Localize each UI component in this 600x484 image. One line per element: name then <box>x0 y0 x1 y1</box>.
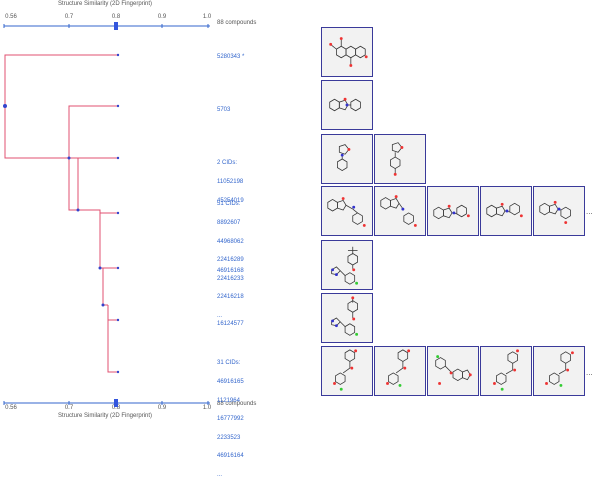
cid-text: 8892607 <box>217 220 241 227</box>
structure-cell[interactable] <box>374 186 426 236</box>
molecule-structure-image <box>386 349 411 387</box>
cid-ellipsis: ... <box>217 472 223 479</box>
structure-cell[interactable] <box>321 346 373 396</box>
branch-071 <box>77 158 80 211</box>
molecule-structure-image <box>331 296 359 336</box>
structure-cell[interactable] <box>321 186 373 236</box>
tick-08-top: 0.8 <box>111 14 121 20</box>
cid-text: 46916164 <box>217 453 244 460</box>
leaf-label-7[interactable]: 31 CIDs: 46916165 1121964 16777992 22335… <box>217 348 244 484</box>
leaf-node-7[interactable] <box>116 370 120 374</box>
leaf-node-5[interactable] <box>116 266 120 270</box>
branch-16124577 <box>107 305 118 321</box>
cid-text: 44968062 <box>217 238 244 245</box>
more-indicator[interactable]: ... <box>586 368 593 377</box>
node-075[interactable] <box>98 266 102 270</box>
structure-cell[interactable] <box>321 134 373 184</box>
leaf-node-2[interactable] <box>116 104 120 108</box>
leaf-node-3[interactable] <box>116 156 120 160</box>
structure-cell[interactable] <box>374 346 426 396</box>
tick-09-bottom: 0.9 <box>157 405 167 411</box>
node-071[interactable] <box>76 208 80 212</box>
molecule-structure-image <box>337 144 351 171</box>
structure-cell[interactable] <box>321 80 373 130</box>
compound-count-top: 88 compounds <box>217 20 257 26</box>
structure-cell[interactable] <box>480 186 532 236</box>
cid-text: 2233523 <box>217 434 241 441</box>
leaf-label-2[interactable]: 5703 <box>217 107 230 113</box>
structure-cell[interactable] <box>321 240 373 290</box>
cid-text: 5280343 * <box>217 54 245 60</box>
tick-056-bottom: 0.56 <box>5 405 17 411</box>
cid-group-header: 31 CIDs: <box>217 360 241 367</box>
more-indicator[interactable]: ... <box>586 207 593 216</box>
structure-cell[interactable] <box>321 293 373 343</box>
branch-31cids <box>107 305 118 373</box>
molecule-structure-image <box>433 204 470 220</box>
dendrogram-branches <box>4 54 118 373</box>
node-07[interactable] <box>67 156 71 160</box>
cid-text: 22416233 <box>217 275 244 282</box>
branch-lower <box>99 213 103 269</box>
molecule-structure-image <box>331 246 359 285</box>
cid-group-header: 51 CIDs: <box>217 201 241 208</box>
cid-text: 45254019 <box>217 197 244 204</box>
molecule-structure-image <box>539 200 571 224</box>
node-root[interactable] <box>3 104 7 108</box>
molecule-structure-image <box>333 349 358 391</box>
molecule-structure-image <box>329 37 368 67</box>
cid-text: 16124577 <box>217 321 244 327</box>
axis-title-bottom: Structure Similarity (2D Fingerprint) <box>58 413 153 419</box>
leaf-label-1[interactable]: 5280343 * <box>217 54 244 60</box>
structure-cell[interactable] <box>533 186 585 236</box>
leaf-label-5[interactable]: 46916168 <box>217 268 244 274</box>
dendrogram-nodes <box>3 53 120 374</box>
leaf-label-6[interactable]: 16124577 <box>217 321 244 327</box>
tick-10-bottom: 1.0 <box>202 405 212 411</box>
leaf-label-3[interactable]: 2 CIDs: 11052198 45254019 <box>217 148 244 210</box>
molecule-structure-image <box>380 195 417 227</box>
compound-count-bottom: 88 compounds <box>217 401 257 407</box>
dendrogram <box>3 22 210 407</box>
structure-cell[interactable] <box>480 346 532 396</box>
molecule-structure-image <box>329 97 361 112</box>
tick-08-bottom: 0.8 <box>111 405 121 411</box>
cid-text: 11052198 <box>217 179 244 186</box>
threshold-handle-top[interactable] <box>114 22 118 30</box>
tick-10-top: 1.0 <box>202 14 212 20</box>
molecule-structure-image <box>435 355 472 385</box>
structure-cell[interactable] <box>427 346 479 396</box>
leaf-node-1[interactable] <box>116 53 120 57</box>
threshold-handle-bottom[interactable] <box>114 399 118 407</box>
cid-text: 22416218 <box>217 294 244 301</box>
molecule-structure-image <box>390 142 404 176</box>
structure-cell[interactable] <box>374 134 426 184</box>
structure-cell[interactable] <box>533 346 585 396</box>
tick-09-top: 0.9 <box>157 14 167 20</box>
molecule-structure-image <box>327 197 366 227</box>
axis-title-top: Structure Similarity (2D Fingerprint) <box>58 1 153 7</box>
cid-text: 16777992 <box>217 416 244 423</box>
branch-51cids <box>80 209 118 214</box>
tick-056-top: 0.56 <box>5 14 17 20</box>
cid-ellipsis: ... <box>217 313 223 320</box>
node-077[interactable] <box>101 303 105 307</box>
cid-text: 46916168 <box>217 268 244 274</box>
cid-text: 46916165 <box>217 379 244 386</box>
cid-text: 22416289 <box>217 257 244 264</box>
cid-text: 1121964 <box>217 397 240 404</box>
structure-cell[interactable] <box>321 27 373 77</box>
leaf-node-6[interactable] <box>116 318 120 322</box>
tick-07-top: 0.7 <box>64 14 74 20</box>
leaf-label-4[interactable]: 51 CIDs: 8892607 44968062 22416289 22416… <box>217 189 244 325</box>
structure-cell[interactable] <box>427 186 479 236</box>
molecule-structure-image <box>545 351 574 387</box>
cid-group-header: 2 CIDs: <box>217 160 238 167</box>
leaf-node-4[interactable] <box>116 211 120 215</box>
tick-07-bottom: 0.7 <box>64 405 74 411</box>
branch-low2 <box>102 268 108 306</box>
molecule-structure-image <box>493 349 519 391</box>
cid-text: 5703 <box>217 107 231 113</box>
molecule-structure-image <box>486 202 523 218</box>
